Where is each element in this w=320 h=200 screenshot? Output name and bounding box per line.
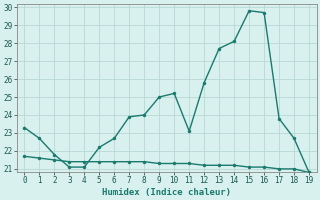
X-axis label: Humidex (Indice chaleur): Humidex (Indice chaleur)	[102, 188, 231, 197]
